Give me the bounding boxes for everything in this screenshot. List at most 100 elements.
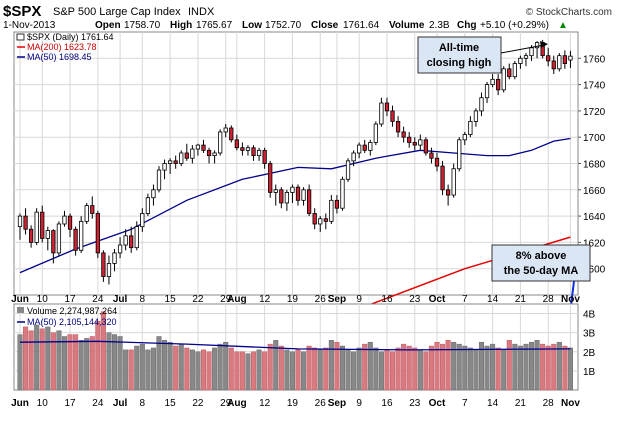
candle: [323, 213, 328, 230]
exchange-label: INDX: [188, 6, 215, 18]
candle: [434, 152, 440, 172]
x-tick-label: 26: [315, 398, 327, 409]
candle-body: [134, 226, 139, 249]
candle-body: [295, 186, 301, 201]
candle: [501, 66, 506, 93]
candle: [407, 131, 412, 148]
candle-body: [440, 165, 445, 191]
candle-body: [512, 63, 517, 78]
x-tick-label: 10: [37, 294, 49, 305]
volume-bar: [239, 351, 245, 391]
candle: [129, 226, 134, 253]
candle: [473, 108, 479, 127]
volume-bar: [540, 343, 546, 391]
candle: [384, 97, 390, 117]
x-tick-label: 8: [140, 398, 146, 409]
x-tick-label: 8: [140, 294, 146, 305]
candle-body: [112, 252, 117, 264]
volume-bar: [295, 349, 301, 391]
x-tick-label: 10: [37, 398, 49, 409]
volume-bar: [534, 340, 540, 391]
candle-body: [45, 230, 50, 239]
volume-bar: [345, 349, 351, 391]
volume-bar: [312, 347, 318, 391]
x-tick-label: 22: [192, 294, 204, 305]
candle: [490, 74, 495, 88]
close-label: Close: [311, 20, 339, 31]
candle: [423, 137, 429, 156]
candle: [134, 221, 139, 251]
annotation-above-ma: 8% above the 50-day MA: [491, 244, 591, 353]
candle-body: [123, 235, 128, 246]
volume-bar: [417, 349, 423, 391]
candle-body: [151, 189, 156, 199]
volume-panel: 1B 2B 3B 4B: [13, 303, 596, 391]
candle-body: [273, 189, 278, 193]
candle-body: [167, 160, 173, 164]
volume-bar: [167, 341, 173, 391]
volume-bar: [451, 341, 457, 391]
candle-body: [423, 139, 429, 154]
candle: [512, 60, 517, 80]
candle-body: [229, 127, 234, 141]
index-name: S&P 500 Large Cap Index: [53, 6, 181, 18]
x-tick-label: 24: [92, 398, 104, 409]
candle-body: [256, 149, 262, 157]
x-tick-label: Jul: [113, 294, 128, 305]
candle: [106, 255, 112, 285]
volume-bar: [328, 340, 334, 391]
volume-bar: [306, 345, 312, 391]
volume-bar: [551, 343, 557, 391]
legend-volume: Volume 2,274,987,264: [27, 306, 117, 316]
candle-body: [546, 55, 551, 62]
candle: [479, 92, 484, 117]
volume-bar: [517, 345, 523, 391]
candle: [40, 205, 45, 243]
candle-body: [56, 223, 62, 254]
candle: [351, 150, 356, 167]
candle-body: [462, 134, 467, 141]
candle-body: [468, 121, 473, 135]
chg-value: +5.10 (+0.29%): [480, 20, 549, 31]
candle-body: [162, 163, 167, 171]
volume-bar: [162, 340, 168, 391]
volume-bar: [445, 340, 451, 391]
candle: [379, 97, 384, 127]
candle: [179, 150, 184, 167]
candle-body: [351, 152, 356, 162]
volume-bar: [440, 343, 446, 391]
candle: [534, 41, 540, 59]
x-tick-label: Oct: [429, 294, 446, 305]
volume-tick-label: 4B: [583, 310, 596, 321]
x-tick-label: 23: [409, 398, 421, 409]
candle-body: [101, 252, 106, 277]
candle: [462, 131, 467, 146]
candle-body: [323, 218, 328, 222]
volume-bar: [278, 345, 284, 391]
candle: [390, 105, 395, 127]
volume-bar: [178, 343, 184, 391]
volume-bar: [317, 349, 323, 391]
candle-body: [195, 144, 201, 150]
candle: [256, 147, 262, 161]
x-tick-label: 26: [315, 294, 327, 305]
volume-bar: [111, 334, 118, 391]
candle: [507, 63, 512, 80]
candle: [251, 145, 256, 161]
candle-body: [334, 199, 340, 209]
volume-bar: [173, 345, 179, 391]
volume-bars: [17, 311, 573, 391]
x-tick-label: 9: [356, 398, 362, 409]
candle-body: [223, 127, 228, 133]
ma50-line-layer: [19, 137, 571, 274]
candle: [123, 229, 128, 251]
legend-vol-ma: MA(50) 2,105,144,320: [27, 317, 117, 327]
x-tick-label: 12: [259, 294, 271, 305]
price-panel: 1600 1620 1640 1660 1680 1700 1720 1740 1760: [13, 31, 606, 375]
candle-body: [173, 160, 178, 164]
volume-bar: [501, 349, 507, 391]
open-label: Open: [95, 20, 121, 31]
candle: [484, 81, 490, 104]
candle-body: [395, 121, 401, 133]
